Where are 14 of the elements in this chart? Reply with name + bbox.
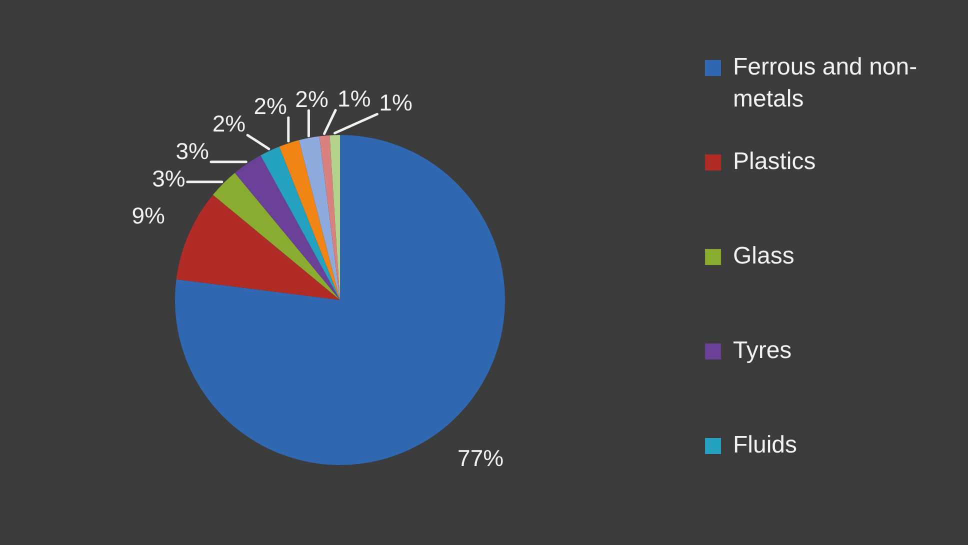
data-label: 9% bbox=[132, 202, 165, 228]
legend-label: Plastics bbox=[733, 148, 816, 176]
data-label: 2% bbox=[295, 86, 328, 112]
legend-label: Glass bbox=[733, 242, 794, 270]
data-label: 3% bbox=[152, 165, 186, 192]
data-label: 1% bbox=[379, 89, 412, 116]
legend-label: Fluids bbox=[733, 432, 798, 459]
data-label: 1% bbox=[338, 86, 371, 112]
data-label: 2% bbox=[254, 92, 288, 119]
data-label: 77% bbox=[458, 444, 504, 471]
legend-label: Ferrous and non-metals bbox=[733, 54, 918, 113]
data-label: 3% bbox=[176, 138, 210, 164]
legend-label: Tyres bbox=[733, 337, 792, 364]
data-label: 2% bbox=[212, 110, 246, 137]
